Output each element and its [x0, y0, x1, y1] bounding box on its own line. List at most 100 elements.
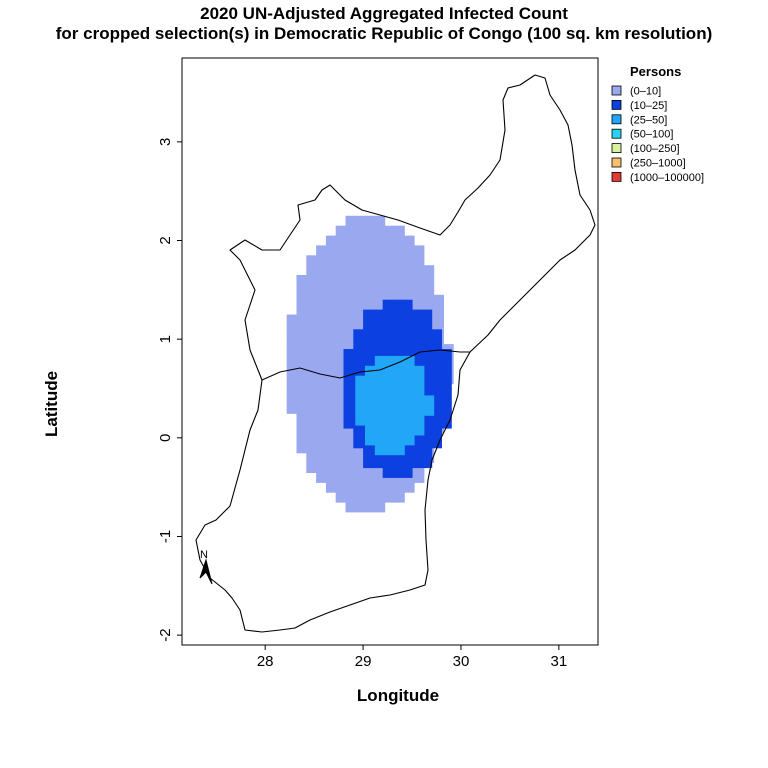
heat-cell	[374, 444, 386, 456]
heat-cell	[404, 355, 415, 367]
heat-cell	[374, 294, 386, 306]
heat-cell	[394, 425, 405, 436]
heat-cell	[441, 368, 452, 380]
heat-cell	[365, 375, 376, 387]
heat-cell	[374, 501, 386, 513]
heat-cell	[404, 275, 415, 286]
heat-cell	[421, 457, 433, 469]
heat-cell	[335, 452, 347, 464]
heat-cell	[365, 265, 376, 276]
heat-cell	[382, 299, 394, 311]
heat-cell	[431, 329, 442, 340]
heat-cell	[355, 452, 366, 464]
heat-cell	[316, 344, 327, 355]
heat-cell	[382, 349, 394, 360]
heat-cell	[421, 437, 433, 449]
legend-swatch	[611, 114, 622, 125]
heat-cell	[431, 437, 442, 449]
heat-cell	[433, 314, 444, 325]
heat-cell	[286, 314, 298, 325]
heat-cell	[404, 434, 415, 446]
heat-cell	[325, 275, 337, 286]
heat-cell	[355, 472, 366, 483]
heat-cell	[363, 309, 374, 321]
heat-cell	[343, 408, 354, 419]
heat-cell	[382, 467, 394, 478]
heat-cell	[316, 432, 327, 444]
heat-cell	[374, 245, 386, 256]
heat-cell	[353, 339, 364, 350]
heat-cell	[384, 235, 395, 247]
heat-cell	[433, 294, 444, 306]
heat-cell	[404, 395, 415, 406]
heat-cell	[286, 334, 298, 345]
heat-cell	[325, 284, 337, 296]
heat-cell	[404, 425, 415, 436]
heat-cell	[431, 339, 442, 350]
heat-cell	[306, 275, 317, 286]
map-title-line-1: 2020 UN-Adjusted Aggregated Infected Cou…	[200, 4, 568, 23]
heat-cell	[372, 329, 384, 340]
heat-cell	[374, 275, 386, 286]
heat-cell	[335, 314, 347, 325]
heat-cell	[306, 324, 317, 335]
heat-cell	[365, 385, 376, 396]
heat-cell	[296, 324, 307, 335]
heat-cell	[365, 215, 376, 227]
heat-cell	[421, 339, 433, 350]
heat-cell	[431, 418, 442, 429]
heat-cell	[404, 405, 415, 416]
heat-cell	[394, 395, 405, 406]
heat-cell	[365, 235, 376, 247]
heat-cell	[431, 428, 442, 439]
legend-label: (50–100]	[630, 129, 673, 141]
heat-cell	[325, 255, 337, 266]
heat-cell	[325, 324, 337, 335]
heat-cell	[384, 492, 395, 503]
heat-cell	[353, 349, 364, 360]
heat-cell	[392, 457, 403, 469]
heat-cell	[441, 408, 452, 419]
heat-cell	[431, 378, 442, 390]
heat-cell	[423, 275, 435, 286]
heat-cell	[384, 425, 395, 436]
heat-cell	[355, 314, 366, 325]
x-tick-label: 31	[551, 653, 568, 670]
heat-cell	[316, 472, 327, 483]
heat-cell	[316, 314, 327, 325]
heat-cell	[345, 235, 356, 247]
heat-cell	[374, 395, 386, 406]
x-tick-label: 29	[355, 653, 372, 670]
heat-cell	[374, 365, 386, 377]
heat-cell	[306, 363, 317, 375]
heat-cell	[316, 462, 327, 473]
heat-cell	[414, 375, 425, 387]
heat-cell	[296, 423, 307, 434]
heat-cell	[414, 395, 425, 406]
heat-cell	[343, 398, 354, 409]
heat-cell	[335, 472, 347, 483]
heat-cell	[345, 452, 356, 464]
heat-cell	[412, 309, 423, 321]
heat-cell	[421, 358, 433, 370]
heat-cell	[345, 324, 356, 335]
heat-cell	[402, 467, 413, 478]
heat-cell	[296, 284, 307, 296]
heat-cell	[404, 284, 415, 296]
heat-cell	[431, 388, 442, 399]
heat-cell	[316, 284, 327, 296]
heat-cell	[412, 437, 423, 449]
legend-swatch	[611, 171, 622, 182]
heat-cell	[384, 265, 395, 276]
heat-cell	[372, 319, 384, 330]
heat-cell	[296, 442, 307, 454]
heat-cell	[325, 265, 337, 276]
heat-cell	[404, 245, 415, 256]
heat-cell	[365, 245, 376, 256]
heat-cell	[431, 368, 442, 380]
heat-cell	[404, 415, 415, 426]
heat-cell	[384, 375, 395, 387]
heat-cell	[325, 294, 337, 306]
heat-cell	[335, 235, 347, 247]
heat-cell	[384, 255, 395, 266]
